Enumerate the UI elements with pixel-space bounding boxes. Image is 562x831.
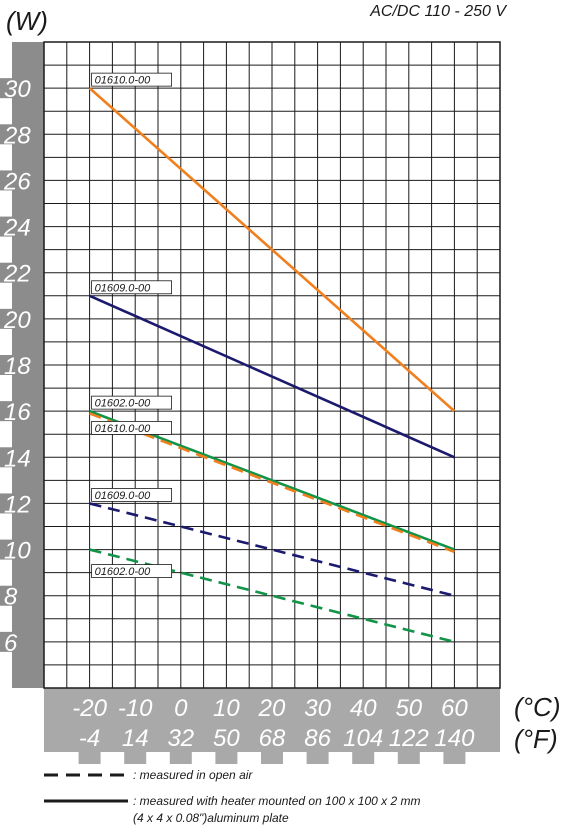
y-tick-label: 18 <box>4 353 31 380</box>
y-tick-labels: 30 28 26 24 22 20 18 16 14 12 10 8 6 <box>3 76 31 657</box>
series-label-box <box>91 421 172 435</box>
series-label-box <box>91 280 172 295</box>
y-tick-label: 10 <box>4 538 31 565</box>
series-label: 01602.0-00 <box>91 395 172 410</box>
series-label-text: 01610.0-00 <box>95 423 152 435</box>
y-tick-tab <box>0 216 14 237</box>
y-tick-tab <box>0 401 14 422</box>
x-tick-label-fahrenheit: 104 <box>343 725 383 752</box>
supply-label: AC/DC 110 - 250 V <box>369 3 507 20</box>
y-tick-tab <box>0 355 14 375</box>
y-tick-label: 8 <box>4 584 18 611</box>
y-tick-tabs <box>0 78 14 652</box>
x-axis-band <box>44 688 500 752</box>
series-label: 01602.0-00 <box>91 564 172 578</box>
y-tick-label: 14 <box>4 445 31 472</box>
series-line-01609.0-00-mounted <box>89 294 455 459</box>
x-tick-label-celsius: 50 <box>395 695 422 722</box>
x-unit-fahrenheit: (°F) <box>514 724 558 754</box>
y-tick-label: 26 <box>3 168 31 195</box>
x-tick-tab <box>124 752 147 764</box>
x-tick-label-fahrenheit: 32 <box>167 725 194 752</box>
series-label-text: 01609.0-00 <box>95 282 152 294</box>
y-tick-tab <box>0 631 14 652</box>
x-tick-label-celsius: 30 <box>304 695 331 722</box>
x-tick-label-celsius: 20 <box>258 695 286 722</box>
series-label-text: 01602.0-00 <box>95 566 152 578</box>
series-label: 01609.0-00 <box>91 280 172 295</box>
x-tick-label-fahrenheit: 50 <box>213 725 240 752</box>
x-tick-label-celsius: 10 <box>213 695 240 722</box>
x-tick-labels-fahrenheit: -4 14 32 50 68 86 104 122 140 <box>79 725 475 752</box>
x-tick-tab <box>215 752 238 764</box>
y-tick-label: 20 <box>3 307 31 334</box>
x-tick-tab <box>352 752 375 764</box>
x-tick-label-celsius: -10 <box>118 695 153 722</box>
x-tick-tab <box>306 752 329 764</box>
y-tick-tab <box>0 539 14 560</box>
x-tick-label-fahrenheit: 68 <box>259 725 286 752</box>
y-tick-label: 24 <box>3 215 31 242</box>
y-tick-tab <box>0 447 14 468</box>
y-tick-tab <box>0 262 14 283</box>
y-axis-bar <box>12 42 44 688</box>
y-tick-tab <box>0 585 14 606</box>
series-label-text: 01602.0-00 <box>95 398 152 410</box>
series-label-box <box>91 564 172 578</box>
legend-dashed-text: : measured in open air <box>133 768 253 782</box>
series-line-01610.0-00-mounted <box>88 87 456 413</box>
legend-solid-text: : measured with heater mounted on 100 x … <box>133 794 421 808</box>
x-unit-celsius: (°C) <box>514 692 561 722</box>
y-tick-label: 22 <box>3 261 31 288</box>
y-tick-label: 16 <box>4 399 31 426</box>
y-tick-tab <box>0 170 14 191</box>
x-tick-tabs <box>78 752 466 764</box>
x-tick-label-fahrenheit: 122 <box>389 725 429 752</box>
x-tick-labels-celsius: -20 -10 0 10 20 30 40 50 60 <box>72 695 468 722</box>
series-label-text: 01610.0-00 <box>95 75 152 87</box>
x-tick-label-fahrenheit: -4 <box>79 725 100 752</box>
x-tick-tab <box>261 752 283 764</box>
legend-solid-text-cont: (4 x 4 x 0.08")aluminum plate <box>133 811 289 825</box>
y-tick-label: 12 <box>4 491 31 518</box>
series-label: 01609.0-00 <box>91 488 172 502</box>
y-tick-label: 28 <box>3 122 31 149</box>
x-tick-label-fahrenheit: 14 <box>122 725 149 752</box>
y-tick-tab <box>0 493 14 514</box>
series-line-01609.0-00-open_air <box>89 502 455 597</box>
x-tick-tab <box>443 752 466 764</box>
series-line-01610.0-00-open_air <box>89 412 455 554</box>
y-tick-tab <box>0 78 14 99</box>
series-labels: 01610.0-00 01609.0-00 01602.0-00 01610.0-00… <box>91 72 172 578</box>
x-tick-label-fahrenheit: 86 <box>304 725 331 752</box>
x-tick-label-celsius: 0 <box>174 695 188 722</box>
x-tick-tab <box>169 752 192 764</box>
x-tick-label-fahrenheit: 140 <box>434 725 475 752</box>
y-tick-tab <box>0 308 14 329</box>
y-tick-label: 6 <box>4 630 18 657</box>
y-tick-label: 30 <box>4 76 31 103</box>
y-tick-tab <box>0 124 14 145</box>
series-label-box <box>91 72 172 87</box>
x-tick-label-celsius: -20 <box>72 695 107 722</box>
series-label: 01610.0-00 <box>91 421 172 435</box>
x-tick-label-celsius: 60 <box>441 695 468 722</box>
series-label-text: 01609.0-00 <box>95 490 152 502</box>
x-tick-tab <box>78 752 101 764</box>
series-label-box <box>91 395 172 410</box>
x-tick-tab <box>397 752 420 764</box>
y-unit-label: (W) <box>6 6 48 36</box>
series-label: 01610.0-00 <box>91 72 172 87</box>
series-label-box <box>91 488 172 502</box>
x-tick-label-celsius: 40 <box>350 695 377 722</box>
